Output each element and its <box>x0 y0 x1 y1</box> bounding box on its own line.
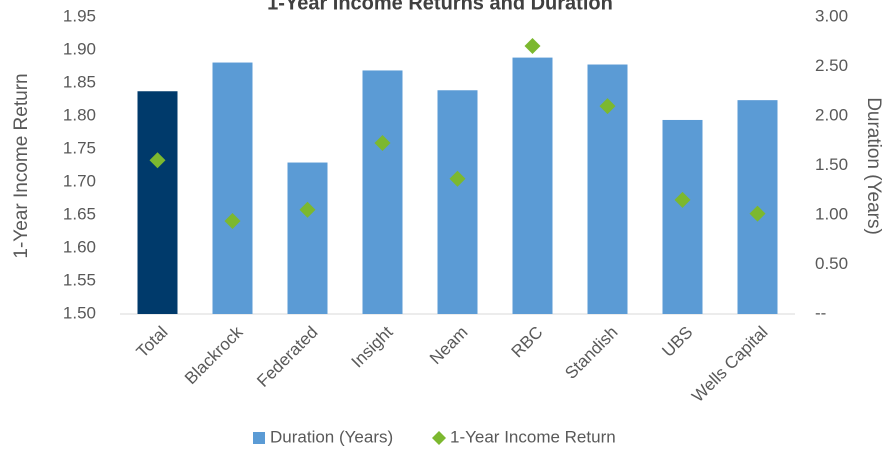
y-tick-label: 1.80 <box>63 105 96 124</box>
legend-label: Duration (Years) <box>270 427 393 446</box>
legend-swatch <box>253 432 265 444</box>
bar <box>137 91 178 314</box>
diamond-marker <box>299 201 316 218</box>
x-tick-label: Federated <box>253 323 321 391</box>
x-tick-label: Insight <box>348 322 397 371</box>
bar <box>662 119 703 315</box>
x-tick-label: Blackrock <box>181 322 247 388</box>
y-tick-label: 1.95 <box>63 6 96 25</box>
y2-tick-label: -- <box>815 303 826 322</box>
y-tick-label: 1.60 <box>63 237 96 256</box>
y-tick-label: 1.75 <box>63 138 96 157</box>
y-tick-label: 1.85 <box>63 72 96 91</box>
y-tick-label: 1.65 <box>63 204 96 223</box>
legend-swatch <box>432 431 446 445</box>
y2-tick-label: 0.50 <box>815 254 848 273</box>
y-tick-label: 1.90 <box>63 39 96 58</box>
y-tick-label: 1.50 <box>63 303 96 322</box>
x-tick-label: RBC <box>508 323 547 362</box>
legend-label: 1-Year Income Return <box>450 427 616 446</box>
x-tick-label: Wells Capital <box>688 323 771 406</box>
diamond-marker <box>599 98 616 115</box>
bar <box>287 162 328 314</box>
x-tick-label: Standish <box>561 323 621 383</box>
y2-tick-label: 1.50 <box>815 155 848 174</box>
x-tick-label: Neam <box>426 323 472 369</box>
y2-axis-title: Duration (Years) <box>863 97 884 235</box>
diamond-marker <box>449 170 466 187</box>
bar <box>512 57 553 315</box>
y2-tick-label: 3.00 <box>815 6 848 25</box>
y2-tick-label: 2.50 <box>815 56 848 75</box>
diamond-marker <box>749 205 766 222</box>
x-tick-label: Total <box>133 323 172 362</box>
diamond-marker <box>149 152 166 169</box>
y-tick-label: 1.55 <box>63 270 96 289</box>
bar <box>437 90 478 314</box>
diamond-marker <box>224 212 241 229</box>
bar <box>362 70 403 315</box>
diamond-marker <box>674 191 691 208</box>
y2-tick-label: 1.00 <box>815 204 848 223</box>
y2-tick-label: 2.00 <box>815 105 848 124</box>
y-tick-label: 1.70 <box>63 171 96 190</box>
diamond-marker <box>524 38 541 55</box>
y-axis-title: 1-Year Income Return <box>11 73 32 258</box>
bar <box>212 62 253 314</box>
diamond-marker <box>374 135 391 152</box>
chart-title: 1-Year Income Returns and Duration <box>267 0 613 14</box>
x-tick-label: UBS <box>658 323 696 361</box>
